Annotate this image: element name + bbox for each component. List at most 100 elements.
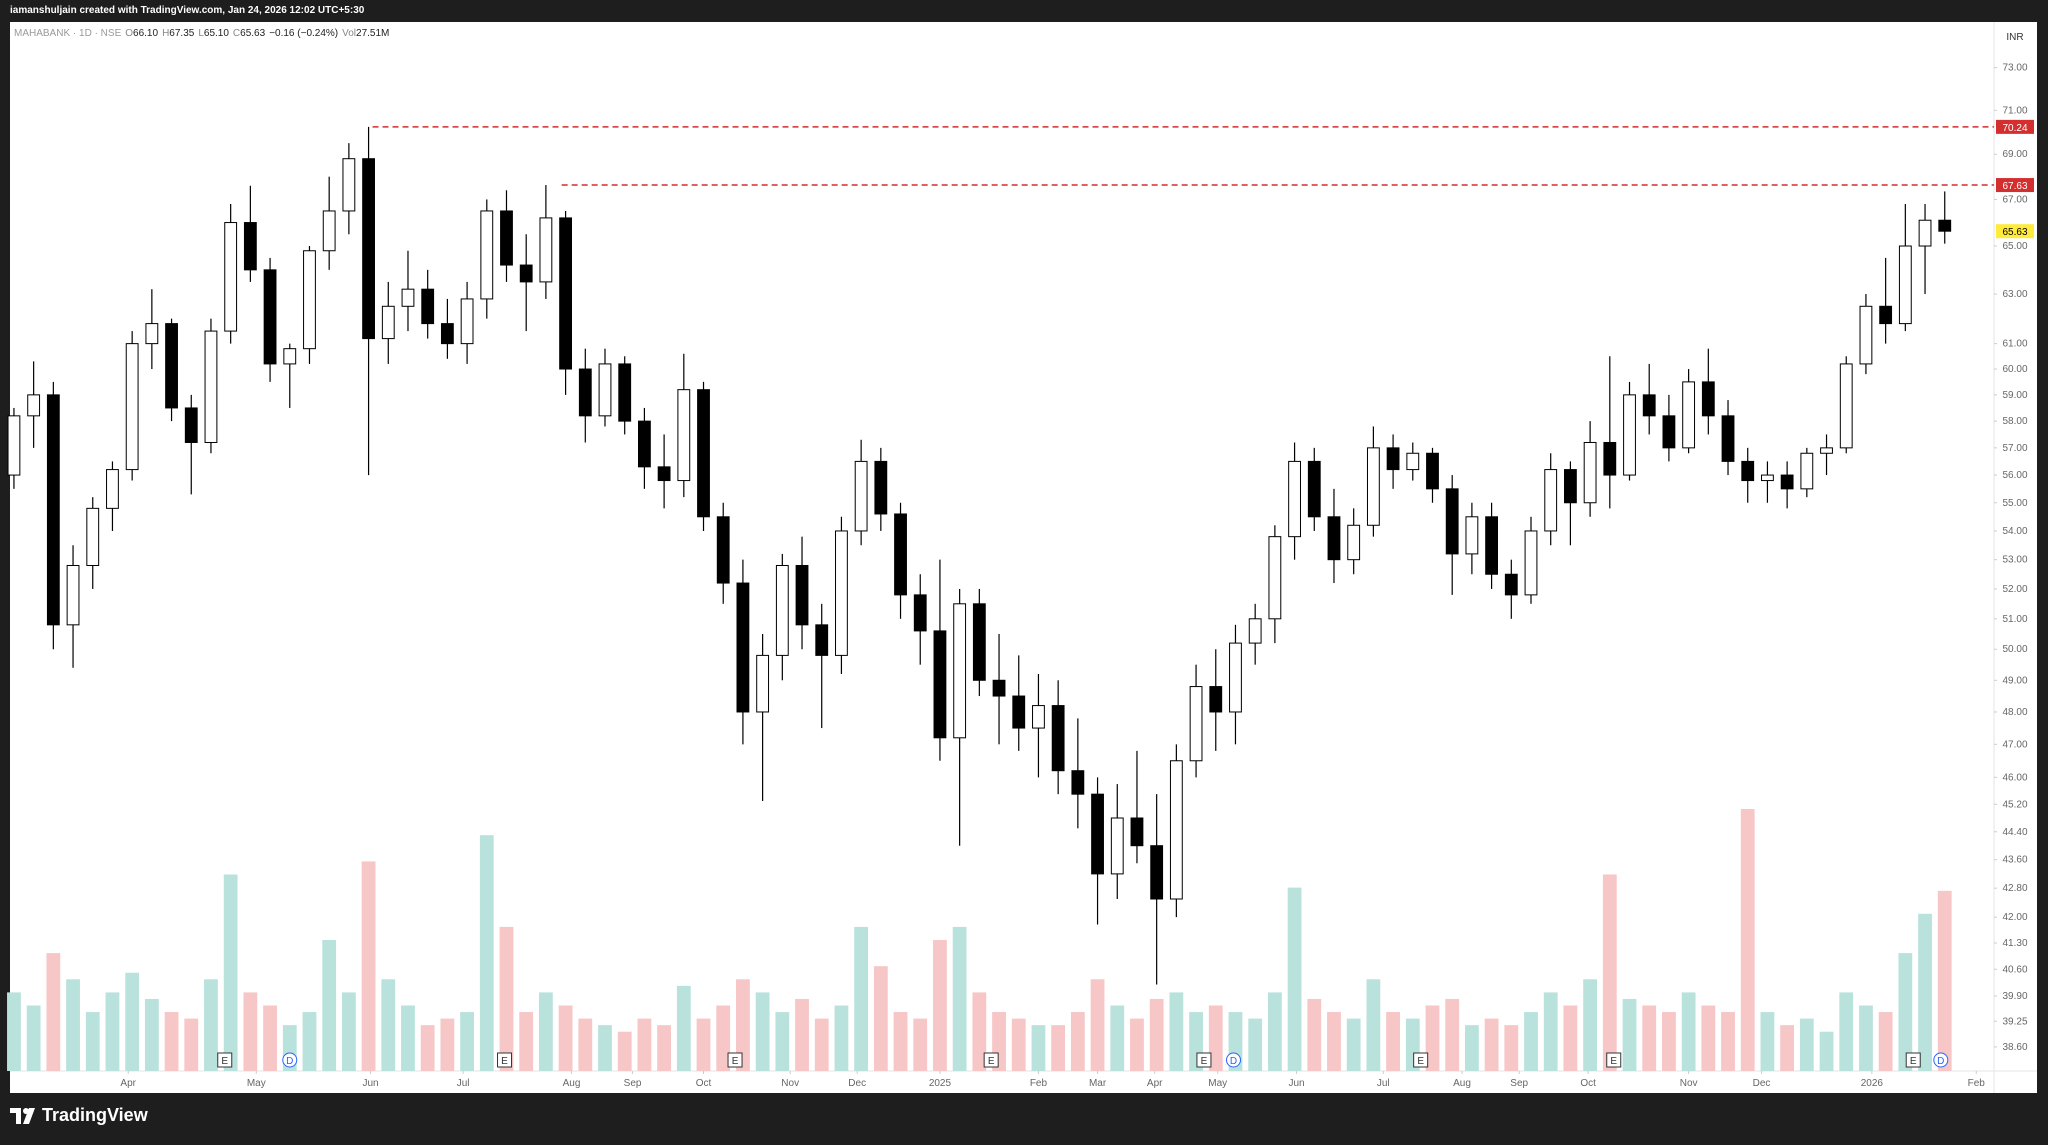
volume-bar bbox=[460, 1012, 474, 1071]
candle-body bbox=[992, 679, 1006, 697]
last-price-label: 65.63 bbox=[2002, 227, 2027, 238]
candle-body bbox=[1386, 447, 1400, 471]
volume-bar bbox=[913, 1018, 928, 1071]
credit-bar: iamanshuljain created with TradingView.c… bbox=[0, 0, 2048, 22]
y-tick-label: 38.60 bbox=[2002, 1042, 2027, 1053]
candle-body bbox=[1032, 705, 1045, 729]
candle-body bbox=[421, 288, 435, 325]
candle-body bbox=[637, 420, 651, 468]
volume-bar bbox=[1346, 1018, 1361, 1071]
volume-bar bbox=[736, 979, 750, 1071]
event-label: E bbox=[732, 1056, 739, 1067]
volume-bar bbox=[85, 1012, 100, 1071]
legend-value: 27.51M bbox=[356, 28, 390, 39]
volume-bar bbox=[302, 1012, 317, 1071]
candle-body bbox=[263, 269, 277, 365]
volume-bar bbox=[401, 1005, 415, 1071]
volume-bar bbox=[1819, 1031, 1834, 1071]
y-tick-label: 56.00 bbox=[2002, 470, 2027, 481]
legend-key: O bbox=[125, 28, 134, 39]
volume-bar bbox=[1327, 1012, 1341, 1071]
volume-bar bbox=[144, 998, 159, 1071]
y-tick-label: 60.00 bbox=[2002, 364, 2027, 375]
event-label: D bbox=[1937, 1056, 1944, 1067]
candle-body bbox=[1839, 363, 1853, 449]
candle-body bbox=[1307, 460, 1321, 518]
candle-body bbox=[697, 389, 710, 518]
candle-body bbox=[1603, 441, 1617, 476]
candle-body bbox=[165, 323, 178, 409]
volume-bar bbox=[322, 940, 337, 1071]
event-marker bbox=[983, 1052, 999, 1068]
candle-body bbox=[1406, 452, 1420, 471]
candle-body bbox=[1504, 573, 1518, 596]
volume-bar bbox=[46, 953, 61, 1071]
x-tick-label: Oct bbox=[696, 1078, 712, 1089]
volume-bar bbox=[676, 985, 691, 1071]
volume-bar bbox=[1839, 992, 1854, 1071]
x-tick-label: Feb bbox=[1968, 1078, 1986, 1089]
candle-body bbox=[894, 513, 907, 596]
candle-body bbox=[1288, 460, 1301, 538]
candle-body bbox=[46, 394, 60, 626]
level-label-bg bbox=[1996, 119, 2034, 134]
volume-bar bbox=[1524, 1012, 1538, 1071]
volume-bar bbox=[637, 1018, 652, 1071]
candle-body bbox=[716, 516, 730, 584]
level-label: 70.24 bbox=[2002, 123, 2027, 134]
event-marker bbox=[497, 1052, 513, 1068]
candle-body bbox=[283, 348, 297, 365]
volume-bar bbox=[1563, 1005, 1578, 1071]
candle-body bbox=[815, 624, 829, 656]
volume-bar bbox=[657, 1025, 672, 1071]
candle-body bbox=[1012, 695, 1026, 729]
volume-bar bbox=[1366, 979, 1381, 1071]
candle-body bbox=[795, 564, 809, 626]
x-tick-label: Dec bbox=[1753, 1078, 1771, 1089]
volume-bar bbox=[1445, 998, 1460, 1071]
candle-body bbox=[972, 603, 986, 681]
x-tick-label: May bbox=[1208, 1078, 1227, 1089]
y-tick-label: 39.25 bbox=[2002, 1016, 2027, 1027]
volume-bar bbox=[26, 1005, 41, 1071]
x-tick-label: Jun bbox=[362, 1078, 378, 1089]
candle-body bbox=[1465, 516, 1479, 555]
x-tick-label: Jul bbox=[1377, 1078, 1390, 1089]
candle-body bbox=[1445, 488, 1459, 555]
volume-bar bbox=[1602, 874, 1617, 1071]
y-tick-label: 48.00 bbox=[2002, 707, 2027, 718]
candle-body bbox=[381, 305, 395, 340]
volume-bar bbox=[184, 1018, 199, 1071]
volume-bar bbox=[1504, 1025, 1519, 1071]
candle-body bbox=[1780, 474, 1794, 490]
candle-body bbox=[1229, 642, 1242, 713]
event-marker bbox=[217, 1052, 233, 1068]
volume-bar bbox=[519, 1012, 534, 1071]
volume-bar bbox=[716, 1005, 731, 1071]
volume-bar bbox=[972, 992, 987, 1071]
logo bbox=[10, 1107, 35, 1124]
candle-body bbox=[1879, 305, 1893, 325]
candle-body bbox=[1918, 219, 1932, 247]
candle-body bbox=[7, 415, 21, 476]
candle-body bbox=[322, 210, 336, 252]
event-label: E bbox=[1201, 1056, 1208, 1067]
candle-body bbox=[1110, 817, 1124, 875]
event-label: D bbox=[286, 1056, 293, 1067]
volume-bar bbox=[479, 835, 494, 1071]
volume-bar bbox=[1740, 809, 1755, 1071]
legend-key: H bbox=[162, 28, 170, 39]
volume-bar bbox=[539, 992, 553, 1071]
volume-bar bbox=[1898, 953, 1913, 1071]
y-tick-label: 45.20 bbox=[2002, 799, 2027, 810]
y-tick-label: 73.00 bbox=[2002, 63, 2027, 74]
event-marker bbox=[1606, 1052, 1622, 1068]
volume-bar bbox=[1110, 1005, 1125, 1071]
candle-body bbox=[1898, 245, 1912, 325]
candle-body bbox=[598, 363, 612, 417]
event-label: E bbox=[501, 1056, 508, 1067]
volume-bar bbox=[125, 972, 140, 1071]
level-label: 67.63 bbox=[2002, 181, 2027, 192]
volume-bar bbox=[1937, 890, 1952, 1071]
